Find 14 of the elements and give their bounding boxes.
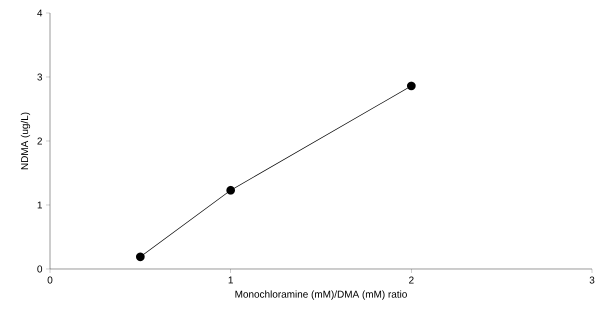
- y-tick-label: 3: [37, 73, 42, 81]
- point: [226, 186, 236, 195]
- y-tick-label: 2: [37, 138, 42, 144]
- y-tick-label: 4: [37, 10, 42, 16]
- x-tick-label: 2: [409, 276, 414, 284]
- point: [136, 252, 145, 262]
- x-tick-label: 0: [48, 276, 52, 284]
- y-tick-label: 1: [38, 202, 42, 208]
- point: [406, 82, 416, 90]
- y-tick-label: 0: [37, 265, 42, 273]
- y-axis-title: NDMA (ug/L): [20, 112, 30, 170]
- x-tick-label: 3: [590, 276, 594, 284]
- x-axis-title: Monochloramine (mM)/DMA (mM) ratio: [235, 290, 407, 300]
- x-tick-label: 1: [228, 276, 233, 284]
